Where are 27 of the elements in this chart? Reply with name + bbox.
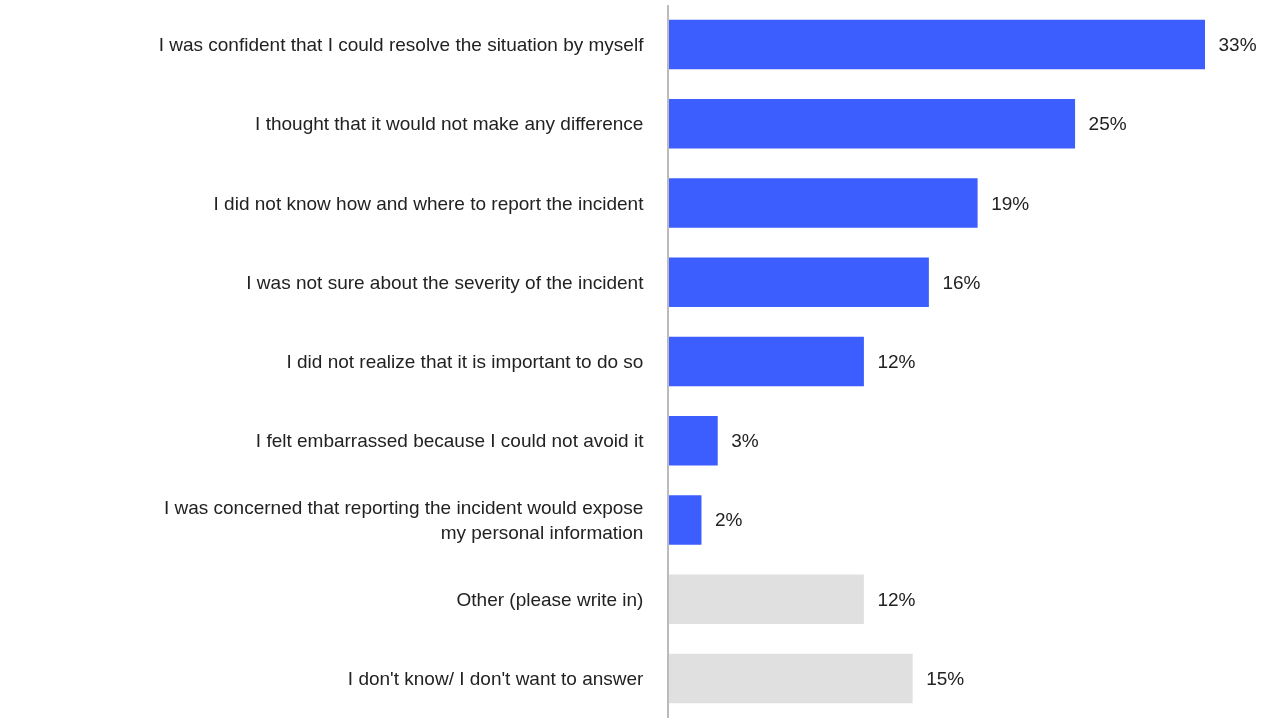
data-label: 15% <box>915 667 965 689</box>
data-label: 12% <box>866 351 916 372</box>
y-tick-label: I did not know how and where to report the incident <box>213 192 645 214</box>
bar <box>669 257 929 308</box>
bar <box>669 99 1076 149</box>
data-label: 3% <box>720 430 759 452</box>
data-label: 2% <box>704 509 743 531</box>
bar <box>669 336 864 387</box>
y-tick-label: I did not realize that it is important to do so <box>286 351 644 373</box>
y-tick-label: I was concerned that reporting the incident would expose my personal information <box>163 497 644 543</box>
data-label: 33% <box>1208 34 1257 56</box>
y-tick-label: I felt embarrassed because I could not avoid it <box>255 430 645 452</box>
bar <box>669 495 702 545</box>
bar <box>669 574 864 624</box>
bar <box>669 19 1205 70</box>
y-tick-label: I thought that it would not make any difference <box>255 113 644 135</box>
bar <box>669 178 978 228</box>
bar <box>669 415 718 466</box>
bar <box>669 653 913 704</box>
y-tick-label: I don't know/ I don't want to answer <box>347 668 645 690</box>
y-tick-label: I was not sure about the severity of the incident <box>246 271 645 293</box>
data-label: 16% <box>931 271 981 293</box>
y-tick-label: I was confident that I could resolve the situation by myself <box>158 34 645 56</box>
y-tick-label: Other (please write in) <box>456 588 644 610</box>
data-label: 25% <box>1078 113 1127 135</box>
data-label: 12% <box>866 588 916 610</box>
data-label: 19% <box>980 192 1030 214</box>
